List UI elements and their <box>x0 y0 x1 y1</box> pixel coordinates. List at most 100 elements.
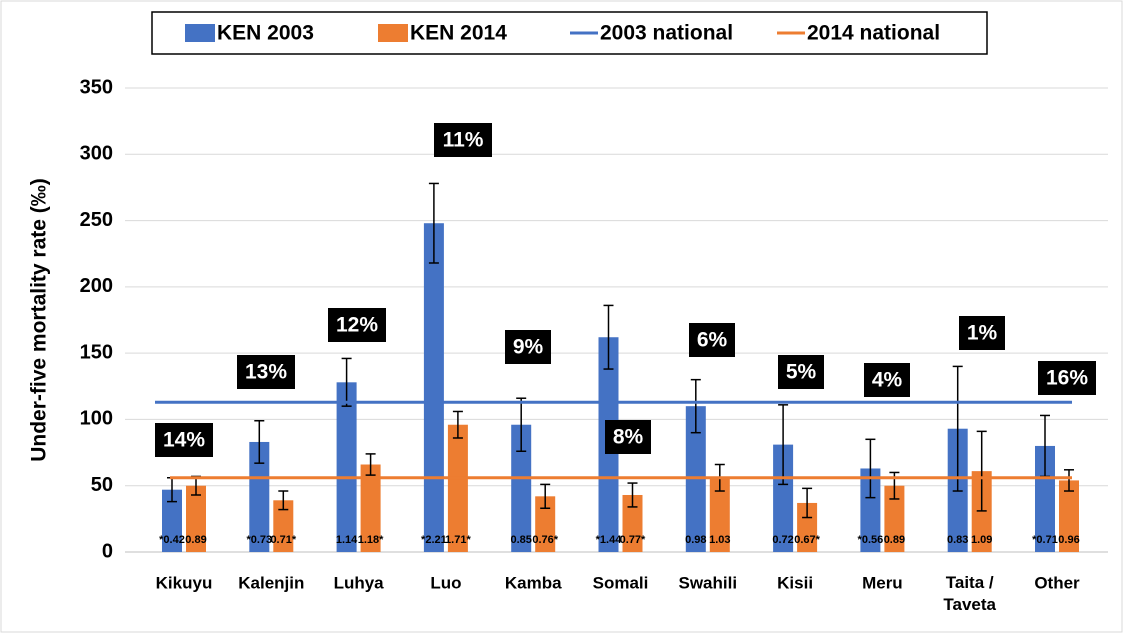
bar-bottom-label: 1.71* <box>445 534 471 546</box>
bar-bottom-label: *0.73 <box>246 534 272 546</box>
x-tick-label: Kisii <box>777 573 813 592</box>
bar <box>709 477 730 552</box>
legend-swatch <box>378 24 408 42</box>
y-tick-label: 100 <box>80 408 113 430</box>
annotation-box <box>434 123 492 157</box>
error-bar <box>540 483 551 510</box>
x-tick-label: Somali <box>593 573 649 592</box>
bar-bottom-label: 1.18* <box>358 534 384 546</box>
annotation-box <box>605 420 651 454</box>
error-bar <box>802 487 813 519</box>
bar-bottom-label: 1.09 <box>971 534 992 546</box>
y-axis-label: Under-five mortality rate (‰) <box>28 178 51 462</box>
bar <box>622 494 643 552</box>
annotation: 6% <box>697 329 728 352</box>
error-bar <box>516 397 527 452</box>
annotation: 4% <box>872 369 903 392</box>
annotation: 14% <box>163 429 205 452</box>
annotation: 11% <box>443 129 484 152</box>
annotation-box <box>505 330 551 364</box>
bar-bottom-label: 0.83 <box>947 534 968 546</box>
bar-bottom-label: *0.71 <box>1032 534 1058 546</box>
annotation-box <box>864 363 910 397</box>
x-tick-label: Kalenjin <box>238 573 304 592</box>
x-tick-label-line: Taveta <box>943 595 996 614</box>
y-tick-label: 150 <box>80 341 113 363</box>
y-tick-label: 50 <box>91 474 113 496</box>
annotation: 16% <box>1046 367 1088 390</box>
legend-box <box>151 11 988 55</box>
error-bar <box>341 357 352 407</box>
error-bar <box>976 430 987 512</box>
error-bar <box>428 182 439 264</box>
x-tick-label: Luo <box>430 573 461 592</box>
legend-label: 2003 national <box>600 22 733 45</box>
bar <box>162 489 182 552</box>
x-tick-label: Swahili <box>679 573 738 592</box>
bar <box>773 444 794 552</box>
bar-bottom-label: *0.56 <box>858 534 884 546</box>
bar-bottom-label: 0.85 <box>510 534 531 546</box>
x-tick-label: Taita / Taveta <box>943 573 996 614</box>
y-tick-label: 250 <box>80 209 113 231</box>
bar <box>860 468 881 552</box>
annotation: 13% <box>245 361 287 384</box>
bar <box>447 424 468 552</box>
legend-label: KEN 2003 <box>217 22 314 45</box>
annotation: 9% <box>513 336 544 359</box>
legend-label: KEN 2014 <box>410 22 507 45</box>
bar-bottom-label: 0.89 <box>185 534 206 546</box>
annotation-box <box>1038 361 1096 395</box>
bar-bottom-label: 0.72 <box>772 534 793 546</box>
x-tick-label: Kamba <box>505 573 562 592</box>
bar <box>1059 480 1079 552</box>
bar-bottom-label: 0.96 <box>1058 534 1079 546</box>
bar <box>186 485 206 552</box>
annotation-box <box>778 355 824 389</box>
bar <box>1035 445 1055 552</box>
error-bar <box>778 404 789 486</box>
annotation-box <box>959 316 1005 350</box>
legend-swatch <box>185 24 215 42</box>
bar <box>511 424 532 552</box>
bar-bottom-label: *0.42 <box>159 534 185 546</box>
y-tick-label: 200 <box>80 275 113 297</box>
y-tick-label: 350 <box>80 76 113 98</box>
error-bar <box>1064 469 1074 492</box>
annotation: 12% <box>336 314 378 337</box>
bar-bottom-label: 1.14 <box>336 534 358 546</box>
legend-label: 2014 national <box>807 22 940 45</box>
error-bar <box>865 438 876 499</box>
error-bar <box>690 378 701 434</box>
bar <box>360 464 381 552</box>
bar <box>884 485 905 552</box>
annotation-box <box>237 355 295 389</box>
x-tick-label: Other <box>1034 573 1080 592</box>
x-tick-label-line: Taita / <box>946 573 994 592</box>
bar <box>535 496 556 552</box>
bar-bottom-label: 0.77* <box>620 534 646 546</box>
error-bar <box>278 490 289 511</box>
bar-bottom-label: 0.89 <box>884 534 905 546</box>
bar-bottom-label: 0.71* <box>270 534 296 546</box>
error-bar <box>603 304 614 370</box>
bar-bottom-label: *1.44 <box>596 534 623 546</box>
error-bar <box>627 482 638 508</box>
error-bar <box>452 410 463 439</box>
annotation-box <box>689 323 735 357</box>
bar-bottom-label: 1.03 <box>709 534 730 546</box>
bar <box>336 382 357 552</box>
annotation-box <box>155 423 213 457</box>
y-tick-label: 0 <box>102 540 113 562</box>
bar <box>423 223 444 553</box>
bar <box>797 502 818 552</box>
bar-bottom-label: 0.76* <box>532 534 558 546</box>
bar-bottom-label: 0.98 <box>685 534 706 546</box>
annotation: 1% <box>967 322 998 345</box>
annotation: 8% <box>613 426 644 449</box>
x-tick-label: Meru <box>862 573 903 592</box>
annotation-box <box>328 308 386 342</box>
error-bar <box>365 453 376 476</box>
bar-bottom-label: *2.21 <box>421 534 447 546</box>
